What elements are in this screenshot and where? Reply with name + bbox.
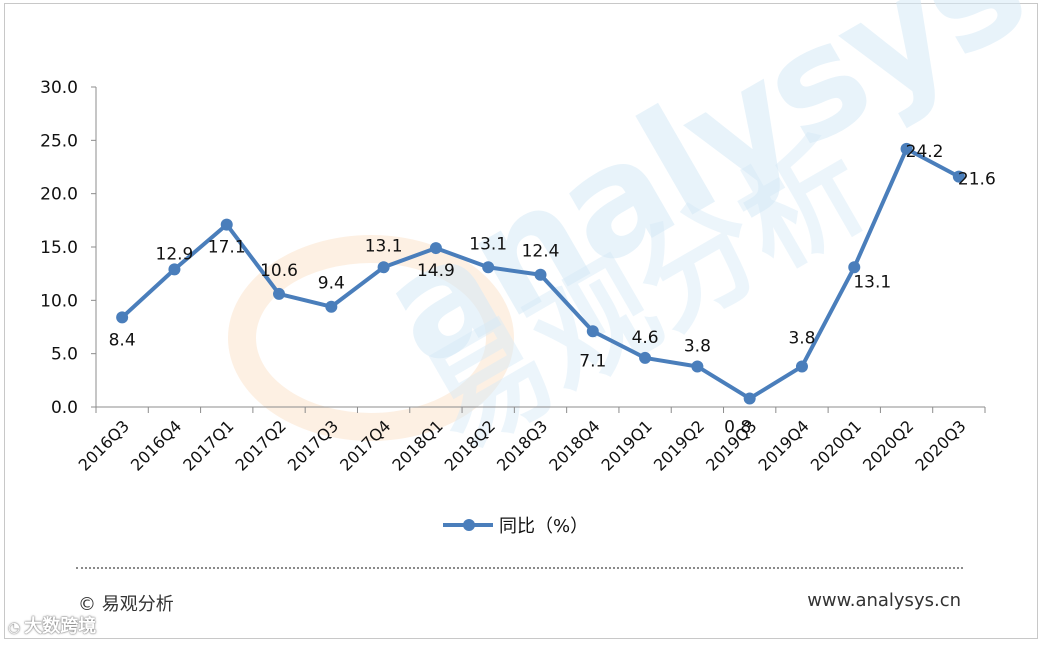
data-label: 13.1 xyxy=(469,234,507,254)
data-point xyxy=(691,360,704,373)
data-label: 3.8 xyxy=(684,336,711,356)
y-tick-label: 30.0 xyxy=(40,78,78,98)
x-tick-label: 2018Q4 xyxy=(545,416,603,474)
y-tick-label: 25.0 xyxy=(40,131,78,151)
x-tick-label: 2018Q3 xyxy=(493,416,551,474)
data-point xyxy=(743,392,756,405)
x-tick-label: 2019Q2 xyxy=(650,416,708,474)
data-point xyxy=(848,261,861,274)
data-label: 14.9 xyxy=(417,261,455,281)
data-point xyxy=(429,242,442,255)
x-tick-label: 2017Q2 xyxy=(232,416,290,474)
data-label: 13.1 xyxy=(853,272,891,292)
data-point xyxy=(220,218,233,231)
x-tick-label: 2016Q3 xyxy=(75,416,133,474)
footer-website: www.analysys.cn xyxy=(807,590,961,611)
data-point xyxy=(534,268,547,281)
x-tick-label: 2017Q4 xyxy=(336,416,394,474)
weibo-icon: ◔ xyxy=(8,620,21,636)
data-point xyxy=(325,300,338,313)
data-point xyxy=(952,170,965,183)
data-point xyxy=(168,263,181,276)
x-tick-label: 2018Q1 xyxy=(388,416,446,474)
data-point xyxy=(273,287,286,300)
data-point xyxy=(795,360,808,373)
data-label: 4.6 xyxy=(632,328,659,348)
x-tick-label: 2020Q2 xyxy=(859,416,917,474)
data-label: 3.8 xyxy=(788,328,815,348)
data-label: 12.9 xyxy=(156,244,194,264)
data-label: 24.2 xyxy=(906,142,944,162)
data-point xyxy=(639,351,652,364)
data-point xyxy=(377,261,390,274)
x-tick-label: 2017Q1 xyxy=(179,416,237,474)
y-tick-label: 0.0 xyxy=(51,398,78,418)
x-axis-ticks: 2016Q32016Q42017Q12017Q22017Q32017Q42018… xyxy=(75,407,986,475)
data-point xyxy=(900,142,913,155)
x-tick-label: 2018Q2 xyxy=(441,416,499,474)
series-points xyxy=(116,142,965,405)
legend-line-icon xyxy=(443,519,493,531)
data-label: 13.1 xyxy=(365,236,403,256)
data-label: 0.8 xyxy=(724,417,751,437)
y-tick-label: 10.0 xyxy=(40,291,78,311)
x-tick-label: 2019Q1 xyxy=(598,416,656,474)
data-label: 12.4 xyxy=(522,242,560,262)
y-axis-ticks: 0.0 5.0 10.0 15.0 20.0 25.0 30.0 xyxy=(40,78,96,418)
legend-label: 同比（%） xyxy=(499,516,589,537)
data-label: 8.4 xyxy=(109,330,136,350)
legend-marker-icon xyxy=(463,519,475,531)
data-label: 21.6 xyxy=(958,170,996,190)
footer-copyright: © 易观分析 xyxy=(78,594,174,615)
data-point xyxy=(586,325,599,338)
data-label: 17.1 xyxy=(208,238,246,258)
data-labels: 8.4 12.9 17.1 10.6 9.4 13.1 14.9 13.1 12.4 7.1 4.6… xyxy=(109,142,996,438)
x-tick-label: 2020Q3 xyxy=(911,416,969,474)
data-label: 9.4 xyxy=(318,274,345,294)
data-point xyxy=(482,261,495,274)
data-label: 10.6 xyxy=(260,261,298,281)
y-tick-label: 20.0 xyxy=(40,185,78,205)
x-tick-label: 2019Q4 xyxy=(754,416,812,474)
corner-watermark: ◔ 大数跨境 xyxy=(8,612,96,638)
x-tick-label: 2017Q3 xyxy=(284,416,342,474)
x-tick-label: 2020Q1 xyxy=(807,416,865,474)
chart-frame xyxy=(4,3,1038,639)
data-point xyxy=(116,311,129,324)
x-tick-label: 2016Q4 xyxy=(127,416,185,474)
footer-divider xyxy=(76,567,963,569)
y-tick-label: 5.0 xyxy=(51,345,78,365)
corner-watermark-text: 大数跨境 xyxy=(24,616,97,637)
y-tick-label: 15.0 xyxy=(40,238,78,258)
legend: 同比（%） xyxy=(443,512,588,538)
data-label: 7.1 xyxy=(579,351,606,371)
